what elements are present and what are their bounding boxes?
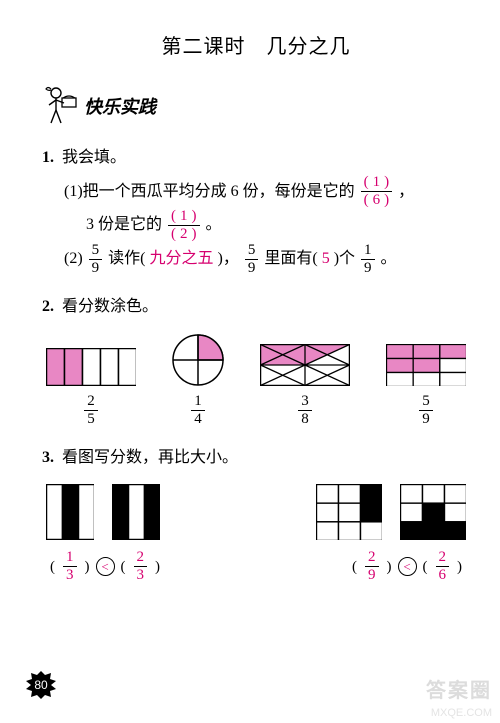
practice-icon: [42, 85, 78, 127]
lesson-title: 第二课时 几分之几: [42, 30, 470, 59]
q2-number: 2.: [42, 298, 54, 315]
shape-rect5: 2 5: [46, 348, 136, 427]
watermark-text: 答案圈: [426, 674, 492, 703]
q2-stem: 看分数涂色。: [62, 298, 158, 315]
watermark-url: MXQE.COM: [431, 707, 492, 719]
q1-number: 1.: [42, 149, 54, 166]
q1-p1b: ，: [398, 183, 414, 200]
q3-number: 3.: [42, 449, 54, 466]
circle4-label: 1 4: [191, 394, 205, 427]
q1-p2c: )，: [218, 250, 239, 267]
q3a-left-svg: [46, 484, 94, 540]
shape-grid9: 5 9: [386, 344, 466, 427]
rect5-svg: [46, 348, 136, 386]
q3-groupB-shapes: [316, 484, 466, 540]
grid9-svg: [386, 344, 466, 386]
q1-stem: 我会填。: [62, 149, 126, 166]
rect8tri-svg: [260, 344, 350, 386]
practice-label: 快乐实践: [84, 93, 156, 119]
q3b-left-svg: [316, 484, 382, 540]
shape-circle4: 1 4: [172, 334, 224, 427]
q1-p2f: 。: [381, 250, 397, 267]
q3-stem: 看图写分数，再比大小。: [62, 449, 238, 466]
page-number: 80: [34, 678, 48, 692]
grid9-label: 5 9: [419, 394, 433, 427]
q1-p1c: 3 份是它的: [86, 216, 162, 233]
q1-frac59b: 5 9: [245, 243, 259, 276]
q1-ans3: 九分之五: [150, 250, 214, 267]
rect8tri-label: 3 8: [298, 394, 312, 427]
practice-header: 快乐实践: [42, 85, 470, 127]
question-3: 3. 看图写分数，再比大小。 ( 1 3 ) < (: [42, 441, 470, 584]
q3-groupA-compare: ( 1 3 ) < ( 2 3 ): [50, 550, 160, 583]
q1-frac59a: 5 9: [89, 243, 103, 276]
q1-p1d: 。: [206, 216, 222, 233]
q3a-cmp: <: [96, 557, 115, 576]
q3a-right-frac: 2 3: [134, 550, 148, 583]
q1-p2e: )个: [334, 250, 355, 267]
q1-frac19: 1 9: [361, 243, 375, 276]
q1-p1a: (1)把一个西瓜平均分成 6 份，每份是它的: [64, 183, 355, 200]
page-number-badge: 80: [20, 668, 62, 707]
q1-ans2-fraction: 1 2: [168, 209, 200, 242]
shape-rect8tri: 3 8: [260, 344, 350, 427]
q3b-left-frac: 2 9: [365, 550, 379, 583]
circle4-svg: [172, 334, 224, 386]
q3a-right-svg: [112, 484, 160, 540]
q3a-left-frac: 1 3: [63, 550, 77, 583]
q3b-right-svg: [400, 484, 466, 540]
question-2: 2. 看分数涂色。 2 5 1 4 3: [42, 290, 470, 427]
q1-p2b: 读作(: [108, 250, 145, 267]
rect5-label: 2 5: [84, 394, 98, 427]
q3-groupB-compare: ( 2 9 ) < ( 2 6 ): [352, 550, 462, 583]
q3b-right-frac: 2 6: [436, 550, 450, 583]
q1-p2d: 里面有(: [264, 250, 317, 267]
q3b-cmp: <: [398, 557, 417, 576]
q1-ans1-fraction: 1 6: [361, 175, 393, 208]
q1-p2a: (2): [64, 250, 83, 267]
q1-ans4: 5: [322, 250, 330, 267]
question-1: 1. 我会填。 (1)把一个西瓜平均分成 6 份，每份是它的 1 6 ， 3 份…: [42, 141, 470, 276]
q3-groupA-shapes: [46, 484, 160, 540]
